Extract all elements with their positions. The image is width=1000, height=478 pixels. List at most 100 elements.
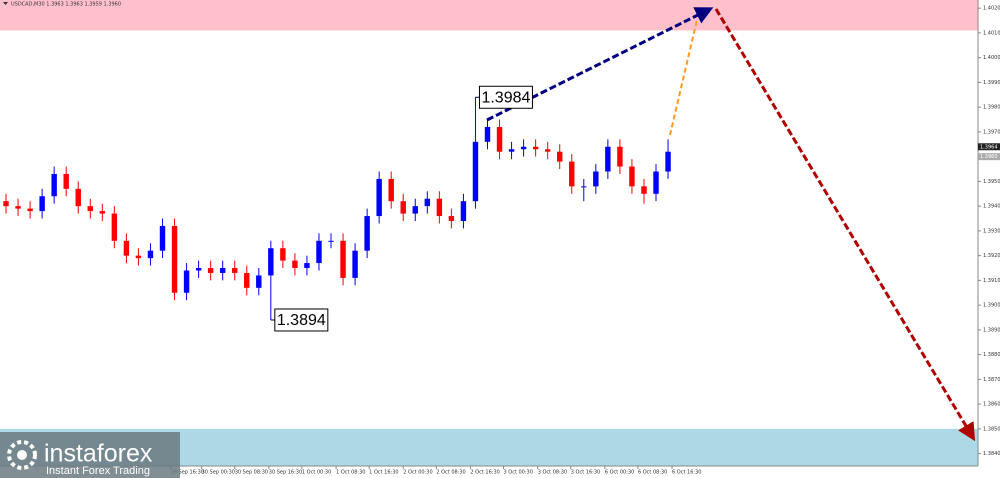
- overlay: 1.3964 1.3960 1.3984 1.3894: [270, 85, 1000, 332]
- candle-body: [376, 178, 382, 217]
- candle-body: [159, 225, 166, 251]
- candle-body: [268, 248, 274, 276]
- zone: [0, 0, 978, 31]
- candle-body: [207, 268, 214, 273]
- candle-body: [171, 225, 178, 293]
- candle-body: [51, 173, 57, 197]
- forecast-arrows: [486, 7, 976, 442]
- x-tick-label: 1 Oct 00:30: [302, 470, 331, 476]
- candle-body: [15, 206, 21, 209]
- y-tick-label: 1.3890: [983, 327, 1000, 333]
- candle-body: [581, 186, 587, 188]
- x-tick-label: 3 Oct 08:30: [538, 470, 567, 476]
- candle-body: [87, 206, 93, 212]
- candle-body: [328, 240, 334, 242]
- y-tick-label: 1.3870: [983, 377, 1000, 383]
- candle-body: [665, 151, 671, 172]
- x-tick-label: 29 Sep 16:30: [171, 470, 204, 476]
- candles: [3, 97, 671, 320]
- x-tick-label: 6 Oct 16:30: [672, 470, 701, 476]
- arrow-link: [669, 19, 698, 136]
- candle-body: [352, 250, 358, 278]
- candle-body: [147, 250, 154, 259]
- candle-body: [39, 196, 45, 212]
- candle-body: [484, 126, 491, 142]
- y-tick-label: 1.3970: [983, 129, 1000, 135]
- logo-icon: [7, 440, 37, 470]
- candle-body: [232, 268, 238, 273]
- x-tick-label: 6 Oct 00:30: [605, 470, 634, 476]
- x-tick-label: 3 Oct 00:30: [504, 470, 533, 476]
- candle-body: [448, 216, 455, 221]
- candle-body: [593, 171, 599, 187]
- logo-icon-core: [17, 450, 27, 460]
- y-tick-label: 1.3920: [983, 253, 1000, 259]
- candle-body: [605, 146, 611, 172]
- candle-body: [219, 268, 226, 273]
- x-tick-label: 30 Sep 08:30: [235, 470, 268, 476]
- y-tick-label: 1.4020: [983, 6, 1000, 12]
- annotation-box: [478, 85, 533, 109]
- y-tick-label: 1.3980: [983, 105, 1000, 111]
- candle-body: [99, 211, 106, 214]
- x-tick-label: 1 Oct 16:30: [369, 470, 398, 476]
- candle-body: [135, 255, 142, 259]
- logo-name: instaforex: [44, 440, 153, 468]
- y-tick-label: 1.3990: [983, 80, 1000, 86]
- candle-body: [508, 149, 515, 152]
- logo: instaforex Instant Forex Trading: [0, 432, 180, 478]
- x-tick-label: 2 Oct 00:30: [403, 470, 432, 476]
- candle-body: [340, 240, 346, 278]
- candle-body: [3, 201, 9, 207]
- x-tick-label: 30 Sep 16:30: [269, 470, 302, 476]
- x-tick-label: 30 Sep 00:30: [202, 470, 235, 476]
- y-tick-label: 1.3910: [983, 278, 1000, 284]
- candle-body: [400, 201, 406, 214]
- candle-body: [496, 126, 503, 152]
- candle-body: [280, 248, 286, 261]
- header: USDCAD,M30 1.3963 1.3963 1.3959 1.3960: [3, 2, 121, 8]
- arrow-down: [714, 8, 976, 442]
- logo-background: [0, 432, 180, 478]
- y-tick-label: 1.4010: [983, 30, 1000, 36]
- x-tick-label: 1 Oct 08:30: [336, 470, 365, 476]
- annotation-box: [274, 308, 329, 332]
- candle-body: [617, 146, 623, 167]
- y-tick-label: 1.3900: [983, 303, 1000, 309]
- candle-body: [195, 268, 202, 271]
- candle-body: [653, 171, 659, 194]
- y-tick-label: 1.3880: [983, 352, 1000, 358]
- price-marker-label: 1.3964: [980, 144, 998, 150]
- header-icon: [3, 2, 8, 5]
- candle-body: [412, 206, 418, 214]
- candle-body: [75, 188, 81, 207]
- y-tick-label: 1.3950: [983, 179, 1000, 185]
- candle-body: [27, 208, 33, 212]
- logo-tagline: Instant Forex Trading: [46, 465, 150, 477]
- x-tick-label: 2 Oct 08:30: [436, 470, 465, 476]
- candle-body: [183, 270, 190, 293]
- candle-body: [641, 186, 647, 194]
- x-tick-label: 3 Oct 16:30: [571, 470, 600, 476]
- candle-body: [388, 178, 394, 202]
- candle-body: [520, 146, 527, 150]
- candle-body: [569, 161, 575, 187]
- candle-body: [472, 141, 479, 202]
- x-tick-label: 6 Oct 08:30: [638, 470, 667, 476]
- zones: [0, 0, 978, 466]
- y-tick-label: 1.3860: [983, 402, 1000, 408]
- annotation-label: 1.3894: [277, 312, 326, 329]
- candle-body: [63, 173, 69, 189]
- y-tick-label: 1.4000: [983, 55, 1000, 61]
- candle-body: [460, 201, 467, 221]
- candle-body: [424, 198, 431, 207]
- candle-body: [256, 275, 262, 288]
- x-tick-label: 2 Oct 16:30: [470, 470, 499, 476]
- candle-body: [316, 240, 322, 264]
- candle-body: [436, 198, 443, 217]
- candle-body: [557, 151, 563, 162]
- y-tick-label: 1.3850: [983, 426, 1000, 432]
- price-marker: [978, 153, 1000, 161]
